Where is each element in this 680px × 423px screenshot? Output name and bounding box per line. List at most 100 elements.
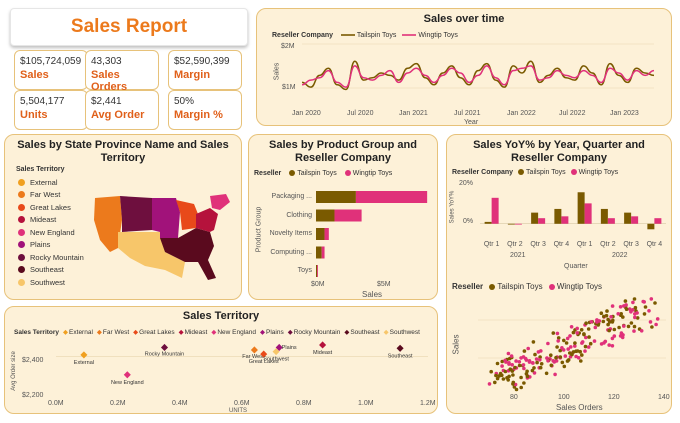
kpi-units[interactable]: 5,504,177 Units: [14, 90, 88, 130]
kpi-margin-pct[interactable]: 50% Margin %: [168, 90, 242, 130]
quarter-label: Qtr 3: [623, 241, 639, 248]
scatter-point-wingtip: [560, 346, 564, 350]
territory-point-label: Southeast: [388, 353, 413, 359]
scatter-point-tailspin: [507, 374, 511, 379]
territory-legend-item[interactable]: New England: [18, 226, 84, 239]
legend-wingtip[interactable]: Wingtip Toys: [352, 170, 393, 177]
scatter-point-tailspin: [495, 376, 500, 381]
legend-tailspin[interactable]: Tailspin Toys: [297, 170, 337, 177]
legend-line-tailspin: [341, 34, 356, 36]
kpi-margin[interactable]: $52,590,399 Margin: [168, 50, 242, 90]
territory-legend-item[interactable]: Mideast: [18, 214, 84, 227]
territory-legend-item[interactable]: Southeast: [18, 264, 84, 277]
territory-point: [123, 371, 131, 379]
legend-tailspin[interactable]: Tailspin Toys: [497, 282, 543, 291]
legend-wingtip[interactable]: Wingtip Toys: [578, 169, 619, 176]
territory-card[interactable]: [4, 306, 438, 414]
legend-title: Reseller: [452, 282, 484, 291]
x-tick: Jan 2020: [292, 110, 321, 117]
territory-legend-item[interactable]: Plains: [18, 239, 84, 252]
territory-legend-item[interactable]: Far West: [18, 189, 84, 202]
x-tick: Jul 2020: [347, 110, 374, 117]
legend-label[interactable]: Far West: [102, 329, 130, 336]
scatter-point-tailspin: [584, 321, 588, 325]
scatter-point-wingtip: [546, 359, 550, 363]
kpi-sales-orders[interactable]: 43,303 Sales Orders: [85, 50, 159, 93]
sales-over-time-card[interactable]: [256, 8, 672, 126]
territory-scatter[interactable]: External New England Rocky Mountain Far Wes…: [56, 340, 428, 398]
territory-legend-item[interactable]: External: [18, 176, 84, 189]
territory-legend-item[interactable]: Great Lakes: [18, 201, 84, 214]
scatter-point-wingtip: [641, 299, 645, 304]
us-map[interactable]: [90, 190, 240, 285]
legend-label[interactable]: Southeast: [350, 329, 380, 336]
scatter-point-tailspin: [642, 312, 647, 316]
scatter-point-tailspin: [579, 359, 583, 363]
report-title: Sales Report: [70, 16, 188, 37]
territory-point: [319, 341, 327, 349]
legend-label[interactable]: Plains: [266, 329, 284, 336]
scatter-point-tailspin: [601, 319, 606, 324]
legend-title: Sales Territory: [14, 329, 60, 336]
x-tick: 0.8M: [296, 400, 312, 407]
bar-wingtip: [514, 223, 522, 225]
legend-label[interactable]: External: [69, 329, 93, 336]
territory-legend: Sales Territory ◆External ◆Far West ◆Great …: [14, 328, 420, 336]
scatter-point-tailspin: [511, 373, 515, 377]
x-tick: 1.0M: [358, 400, 374, 407]
scatter-point-tailspin: [650, 325, 654, 329]
scatter-point-wingtip: [629, 310, 633, 314]
scatter-point-tailspin: [635, 316, 640, 320]
scatter-point-wingtip: [627, 307, 632, 311]
scatter-point-wingtip: [506, 351, 511, 356]
scatter-point-wingtip: [575, 326, 579, 331]
scatter-point-tailspin: [626, 324, 631, 329]
scatter-point-wingtip: [554, 359, 559, 363]
scatter-point-tailspin: [531, 340, 536, 344]
kpi-avg-order[interactable]: $2,441 Avg Order: [85, 90, 159, 130]
legend-tailspin[interactable]: Tailspin Toys: [356, 32, 397, 39]
scatter-point-wingtip: [538, 358, 542, 362]
region-far-west: [94, 196, 122, 252]
scatter-point-tailspin: [588, 341, 593, 346]
scatter-point-wingtip: [655, 317, 660, 321]
legend-dot: [18, 253, 25, 261]
sales-over-time-chart[interactable]: [301, 40, 655, 106]
product-bar-chart[interactable]: [316, 188, 430, 280]
scatter-point-wingtip: [639, 329, 644, 333]
yoy-card[interactable]: [446, 134, 672, 414]
sales-over-time-title: Sales over time: [423, 13, 505, 25]
scatter-point-tailspin: [606, 317, 610, 322]
legend-tailspin[interactable]: Tailspin Toys: [526, 169, 566, 176]
legend-label[interactable]: Mideast: [184, 329, 208, 336]
bar-tailspin: [316, 228, 325, 240]
territory-point: [250, 346, 258, 354]
legend-wingtip[interactable]: Wingtip Toys: [418, 32, 458, 39]
bar-tailspin: [577, 192, 585, 224]
kpi-sales[interactable]: $105,724,059 Sales: [14, 50, 88, 90]
scatter-point-wingtip: [597, 319, 602, 323]
scatter-point-wingtip: [649, 297, 654, 301]
legend-label[interactable]: New England: [217, 329, 257, 336]
territory-point-label: Far West: [242, 354, 265, 360]
legend-label[interactable]: Rocky Mountain: [293, 329, 341, 336]
legend-label[interactable]: Southwest: [389, 329, 420, 336]
y-tick: 20%: [459, 180, 474, 187]
scatter-point-wingtip: [586, 345, 591, 349]
sales-orders-scatter[interactable]: [478, 296, 666, 392]
territory-point-label: Mideast: [313, 350, 333, 356]
map-legend-title: Sales Territory: [16, 166, 65, 173]
legend-wingtip[interactable]: Wingtip Toys: [556, 282, 603, 291]
kpi-value: $2,441: [91, 96, 122, 107]
scatter-point-tailspin: [539, 362, 544, 366]
bar-wingtip: [321, 246, 325, 259]
scatter-point-wingtip: [563, 354, 568, 358]
scatter-point-wingtip: [573, 344, 577, 348]
yoy-bar-chart[interactable]: [480, 183, 666, 233]
territory-legend-item[interactable]: Southwest: [18, 276, 84, 289]
bar-tailspin: [316, 191, 356, 203]
scatter-point-tailspin: [607, 328, 611, 333]
territory-legend-item[interactable]: Rocky Mountain: [18, 251, 84, 264]
scatter-point-tailspin: [533, 352, 537, 357]
legend-label[interactable]: Great Lakes: [139, 329, 175, 336]
